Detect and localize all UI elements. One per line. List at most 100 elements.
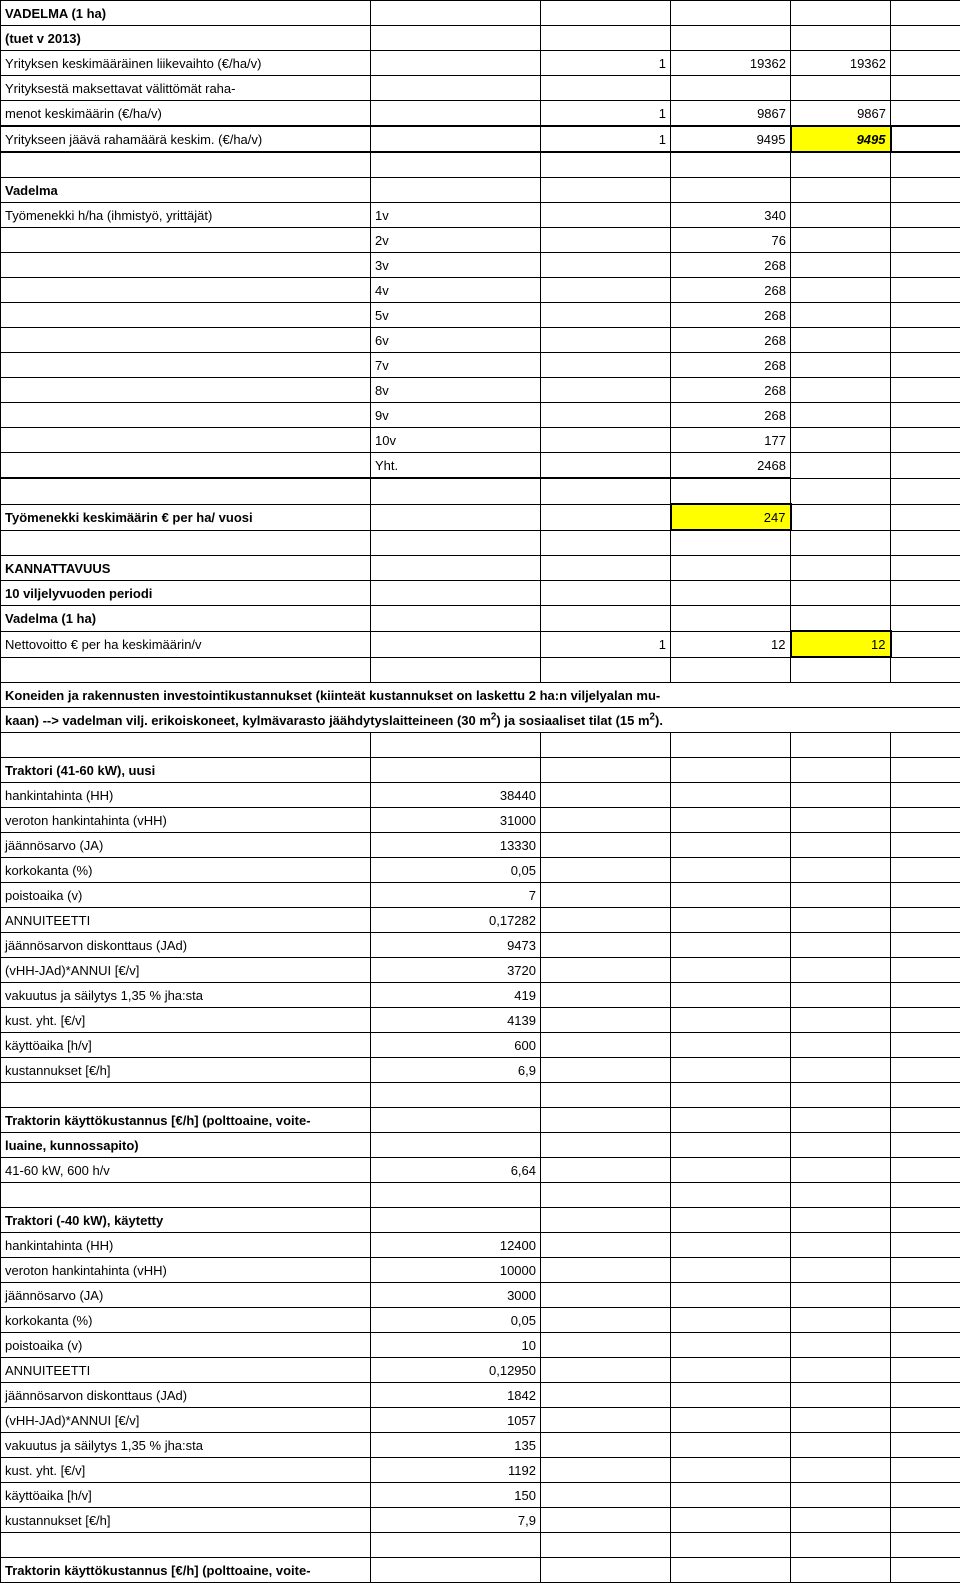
tractor-used-label-9: kust. yht. [€/v] bbox=[1, 1458, 371, 1483]
op-new-line2: luaine, kunnossapito) bbox=[1, 1133, 371, 1158]
tractor-new-label-10: käyttöaika [h/v] bbox=[1, 1033, 371, 1058]
expenses-val1: 9867 bbox=[671, 101, 791, 127]
op-new-line1: Traktorin käyttökustannus [€/h] (polttoa… bbox=[1, 1108, 371, 1133]
tractor-new-val-10: 600 bbox=[371, 1033, 541, 1058]
profitability-subject: Vadelma (1 ha) bbox=[1, 606, 371, 632]
work-year-5: 6v bbox=[371, 328, 541, 353]
expenses-one: 1 bbox=[541, 101, 671, 127]
tractor-new-val-5: 0,17282 bbox=[371, 908, 541, 933]
inv-note-line1: Koneiden ja rakennusten investointikusta… bbox=[1, 683, 960, 708]
tractor-used-label-4: poistoaika (v) bbox=[1, 1333, 371, 1358]
tractor-new-label-5: ANNUITEETTI bbox=[1, 908, 371, 933]
tractor-used-val-4: 10 bbox=[371, 1333, 541, 1358]
tractor-used-label-3: korkokanta (%) bbox=[1, 1308, 371, 1333]
tractor-new-val-6: 9473 bbox=[371, 933, 541, 958]
tractor-new-label-1: veroton hankintahinta (vHH) bbox=[1, 808, 371, 833]
expenses-label2: menot keskimäärin (€/ha/v) bbox=[1, 101, 371, 127]
op-used-line1: Traktorin käyttökustannus [€/h] (polttoa… bbox=[1, 1558, 371, 1583]
tractor-used-val-2: 3000 bbox=[371, 1283, 541, 1308]
tractor-new-val-7: 3720 bbox=[371, 958, 541, 983]
tractor-used-val-7: 1057 bbox=[371, 1408, 541, 1433]
tractor-used-val-1: 10000 bbox=[371, 1258, 541, 1283]
work-avg-label: Työmenekki keskimäärin € per ha/ vuosi bbox=[1, 504, 371, 530]
work-val-7: 268 bbox=[671, 378, 791, 403]
work-val-4: 268 bbox=[671, 303, 791, 328]
tractor-new-val-1: 31000 bbox=[371, 808, 541, 833]
tractor-new-title: Traktori (41-60 kW), uusi bbox=[1, 758, 371, 783]
work-val-0: 340 bbox=[671, 203, 791, 228]
work-heading: Vadelma bbox=[1, 178, 371, 203]
tractor-used-label-6: jäännösarvon diskonttaus (JAd) bbox=[1, 1383, 371, 1408]
tractor-new-val-9: 4139 bbox=[371, 1008, 541, 1033]
work-val-8: 268 bbox=[671, 403, 791, 428]
tractor-new-val-3: 0,05 bbox=[371, 858, 541, 883]
tractor-used-label-2: jäännösarvo (JA) bbox=[1, 1283, 371, 1308]
tractor-used-val-5: 0,12950 bbox=[371, 1358, 541, 1383]
expenses-val2: 9867 bbox=[791, 101, 891, 127]
work-total-label: Yht. bbox=[371, 453, 541, 479]
tractor-used-val-6: 1842 bbox=[371, 1383, 541, 1408]
work-year-9: 10v bbox=[371, 428, 541, 453]
work-val-2: 268 bbox=[671, 253, 791, 278]
tractor-used-val-3: 0,05 bbox=[371, 1308, 541, 1333]
title-vadelma: VADELMA (1 ha) bbox=[1, 1, 371, 26]
remaining-val1: 9495 bbox=[671, 126, 791, 152]
op-new-row-val: 6,64 bbox=[371, 1158, 541, 1183]
tractor-used-label-7: (vHH-JAd)*ANNUI [€/v] bbox=[1, 1408, 371, 1433]
tractor-new-label-7: (vHH-JAd)*ANNUI [€/v] bbox=[1, 958, 371, 983]
tractor-used-label-8: vakuutus ja säilytys 1,35 % jha:sta bbox=[1, 1433, 371, 1458]
work-val-3: 268 bbox=[671, 278, 791, 303]
tractor-new-val-2: 13330 bbox=[371, 833, 541, 858]
tractor-new-label-9: kust. yht. [€/v] bbox=[1, 1008, 371, 1033]
tractor-used-val-11: 7,9 bbox=[371, 1508, 541, 1533]
tractor-used-val-9: 1192 bbox=[371, 1458, 541, 1483]
tractor-used-val-0: 12400 bbox=[371, 1233, 541, 1258]
tractor-used-label-10: käyttöaika [h/v] bbox=[1, 1483, 371, 1508]
work-val-5: 268 bbox=[671, 328, 791, 353]
work-val-6: 268 bbox=[671, 353, 791, 378]
tractor-used-val-8: 135 bbox=[371, 1433, 541, 1458]
netprofit-val2: 12 bbox=[791, 631, 891, 657]
work-year-7: 8v bbox=[371, 378, 541, 403]
spreadsheet-table: VADELMA (1 ha)(tuet v 2013)Yrityksen kes… bbox=[0, 0, 960, 1583]
netprofit-val1: 12 bbox=[671, 631, 791, 657]
work-year-1: 2v bbox=[371, 228, 541, 253]
work-val-9: 177 bbox=[671, 428, 791, 453]
work-year-3: 4v bbox=[371, 278, 541, 303]
tractor-new-label-4: poistoaika (v) bbox=[1, 883, 371, 908]
remaining-one: 1 bbox=[541, 126, 671, 152]
work-year-8: 9v bbox=[371, 403, 541, 428]
work-total-val: 2468 bbox=[671, 453, 791, 479]
inv-note-line2: kaan) --> vadelman vilj. erikoiskoneet, … bbox=[1, 708, 960, 733]
op-new-row-label: 41-60 kW, 600 h/v bbox=[1, 1158, 371, 1183]
tractor-new-label-0: hankintahinta (HH) bbox=[1, 783, 371, 808]
netprofit-label: Nettovoitto € per ha keskimäärin/v bbox=[1, 631, 371, 657]
tractor-used-val-10: 150 bbox=[371, 1483, 541, 1508]
turnover-val2: 19362 bbox=[791, 51, 891, 76]
tractor-new-label-2: jäännösarvo (JA) bbox=[1, 833, 371, 858]
tractor-new-label-3: korkokanta (%) bbox=[1, 858, 371, 883]
remaining-val2: 9495 bbox=[791, 126, 891, 152]
tractor-new-val-0: 38440 bbox=[371, 783, 541, 808]
tractor-new-label-6: jäännösarvon diskonttaus (JAd) bbox=[1, 933, 371, 958]
work-year-4: 5v bbox=[371, 303, 541, 328]
netprofit-one: 1 bbox=[541, 631, 671, 657]
work-year-2: 3v bbox=[371, 253, 541, 278]
profitability-heading: KANNATTAVUUS bbox=[1, 556, 371, 581]
tractor-new-label-8: vakuutus ja säilytys 1,35 % jha:sta bbox=[1, 983, 371, 1008]
tractor-new-label-11: kustannukset [€/h] bbox=[1, 1058, 371, 1083]
tractor-new-val-8: 419 bbox=[371, 983, 541, 1008]
tractor-new-val-11: 6,9 bbox=[371, 1058, 541, 1083]
tractor-used-title: Traktori (-40 kW), käytetty bbox=[1, 1208, 371, 1233]
work-year-6: 7v bbox=[371, 353, 541, 378]
work-val-1: 76 bbox=[671, 228, 791, 253]
work-subheading: Työmenekki h/ha (ihmistyö, yrittäjät) bbox=[1, 203, 371, 228]
tractor-used-label-11: kustannukset [€/h] bbox=[1, 1508, 371, 1533]
profitability-period: 10 viljelyvuoden periodi bbox=[1, 581, 371, 606]
title-tuet: (tuet v 2013) bbox=[1, 26, 371, 51]
work-year-0: 1v bbox=[371, 203, 541, 228]
turnover-label: Yrityksen keskimääräinen liikevaihto (€/… bbox=[1, 51, 371, 76]
turnover-one: 1 bbox=[541, 51, 671, 76]
tractor-used-label-5: ANNUITEETTI bbox=[1, 1358, 371, 1383]
work-avg-val: 247 bbox=[671, 504, 791, 530]
